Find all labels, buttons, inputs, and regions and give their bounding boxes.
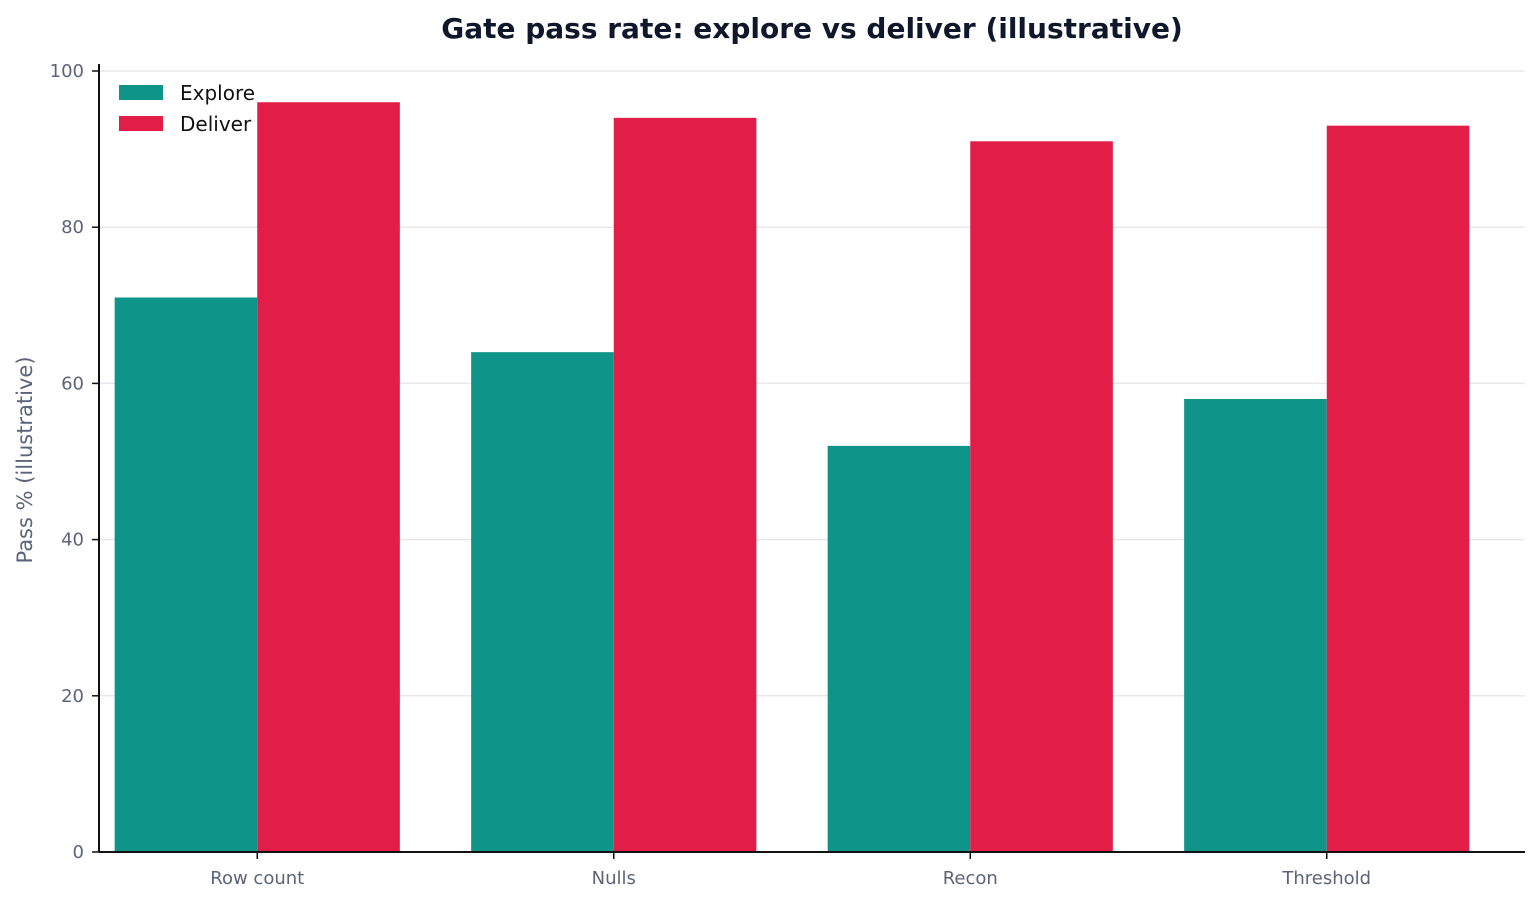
y-tick-label: 20 (61, 686, 84, 707)
y-tick-label: 0 (73, 842, 84, 863)
bar-explore-row-count (114, 297, 258, 852)
x-tick-label: Nulls (592, 868, 636, 889)
chart-title: Gate pass rate: explore vs deliver (illu… (441, 12, 1183, 45)
y-axis-label: Pass % (illustrative) (13, 356, 37, 563)
bars (114, 102, 1470, 853)
legend-swatch-explore (119, 85, 163, 100)
bar-deliver-nulls (613, 117, 757, 853)
x-tick-label: Recon (943, 868, 998, 889)
y-tick-label: 100 (50, 61, 84, 82)
x-tick-label: Row count (210, 868, 304, 889)
legend: Explore Deliver (119, 81, 255, 136)
bar-explore-recon (827, 445, 971, 852)
y-tick-label: 40 (61, 530, 84, 551)
axes (92, 64, 1525, 859)
bar-deliver-row-count (257, 102, 400, 853)
tick-labels: 0 20 40 60 80 100 Row count Nulls Recon Threshold (50, 61, 1371, 889)
bar-deliver-recon (970, 141, 1113, 853)
bar-deliver-threshold (1326, 125, 1470, 853)
legend-label-explore: Explore (180, 81, 255, 105)
y-tick-label: 60 (61, 373, 84, 394)
legend-label-deliver: Deliver (180, 112, 252, 136)
legend-swatch-deliver (119, 116, 163, 131)
y-tick-label: 80 (61, 217, 84, 238)
bar-explore-nulls (471, 352, 614, 852)
bar-explore-threshold (1184, 399, 1327, 852)
x-tick-label: Threshold (1281, 868, 1371, 889)
